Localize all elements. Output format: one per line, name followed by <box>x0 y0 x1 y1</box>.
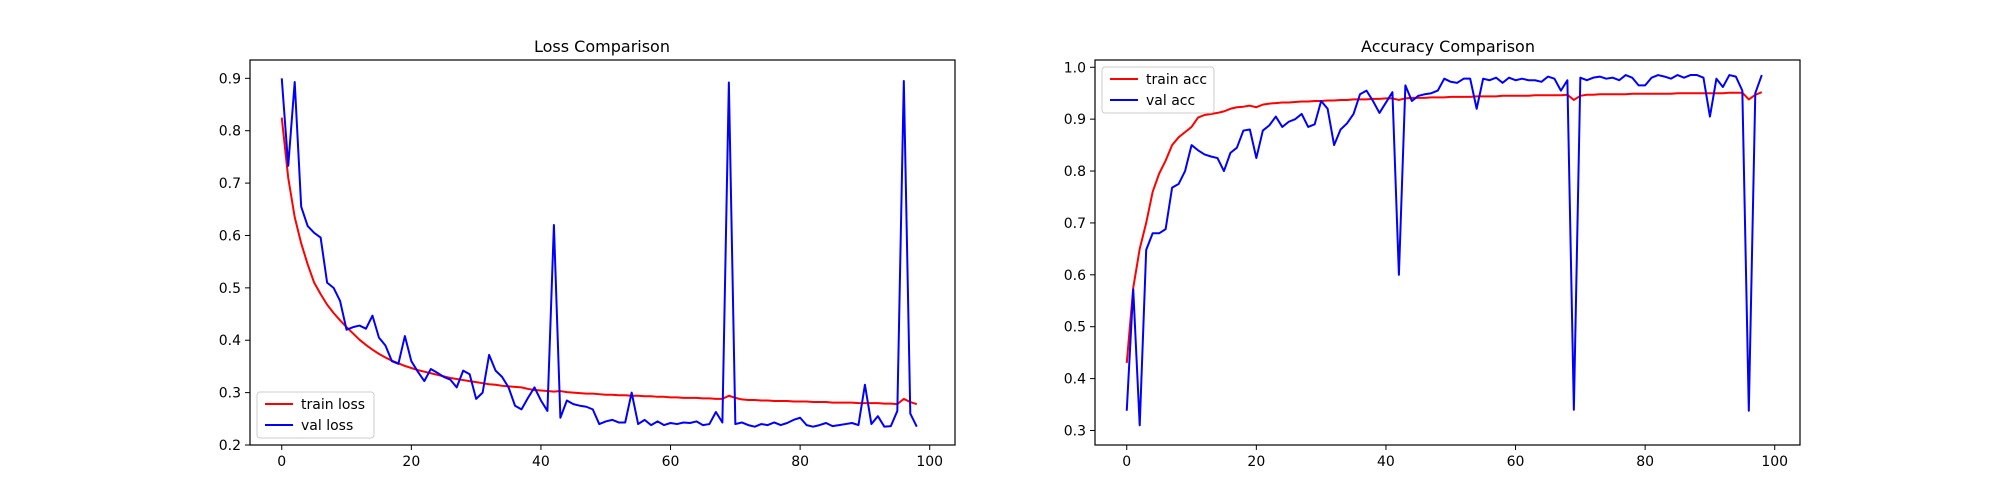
accuracy-x-tick-label: 0 <box>1122 454 1131 470</box>
loss-x-tick-label: 40 <box>532 454 550 470</box>
loss-chart-ticks: 0 20 40 60 80 100 0.2 0.3 0.4 0.5 0.6 0.7 0.8 0.9 <box>219 71 943 470</box>
loss-y-tick-label: 0.8 <box>219 124 241 140</box>
loss-chart-title: Loss Comparison <box>534 37 670 56</box>
loss-series-val-line <box>280 78 918 428</box>
loss-y-tick-label: 0.2 <box>219 438 241 454</box>
loss-x-tick-label: 60 <box>662 454 680 470</box>
accuracy-y-tick-label: 0.5 <box>1064 320 1086 336</box>
loss-y-tick-label: 0.7 <box>219 176 241 192</box>
accuracy-x-tick-label: 20 <box>1247 454 1265 470</box>
loss-chart: Loss Comparison 0 20 40 60 80 100 0.2 0.3 0.4 0.5… <box>219 37 956 470</box>
accuracy-y-tick-label: 0.3 <box>1064 423 1086 439</box>
accuracy-chart-frame <box>1094 59 1801 446</box>
loss-chart-legend: train loss val loss <box>256 391 375 439</box>
accuracy-y-tick-label: 0.7 <box>1064 216 1086 232</box>
accuracy-y-tick-label: 0.6 <box>1064 268 1086 284</box>
loss-y-tick-label: 0.9 <box>219 71 241 87</box>
accuracy-y-tick-label: 1.0 <box>1064 60 1086 76</box>
accuracy-y-tick-label: 0.9 <box>1064 112 1086 128</box>
accuracy-x-tick-label: 80 <box>1636 454 1654 470</box>
loss-x-tick-label: 100 <box>916 454 943 470</box>
accuracy-x-tick-label: 100 <box>1761 454 1788 470</box>
accuracy-series-train-line <box>1125 91 1763 364</box>
loss-chart-frame <box>249 59 956 446</box>
accuracy-y-tick-label: 0.8 <box>1064 164 1086 180</box>
accuracy-x-tick-label: 60 <box>1507 454 1525 470</box>
loss-legend-label-train: train loss <box>301 397 365 413</box>
loss-series-train-line <box>280 117 918 406</box>
accuracy-x-tick-label: 40 <box>1377 454 1395 470</box>
accuracy-legend-label-train: train acc <box>1146 72 1207 88</box>
accuracy-chart: Accuracy Comparison 0 20 40 60 80 100 0.3 0.4 0.… <box>1064 37 1801 470</box>
accuracy-chart-lines <box>1125 74 1763 427</box>
accuracy-series-val-line <box>1125 74 1763 427</box>
loss-y-tick-label: 0.4 <box>219 333 241 349</box>
loss-y-tick-label: 0.5 <box>219 281 241 297</box>
accuracy-legend-label-val: val acc <box>1146 93 1195 109</box>
accuracy-chart-legend: train acc val acc <box>1101 66 1215 114</box>
loss-y-tick-label: 0.3 <box>219 386 241 402</box>
loss-legend-label-val: val loss <box>301 418 353 434</box>
loss-chart-lines <box>280 78 918 428</box>
accuracy-chart-title: Accuracy Comparison <box>1361 37 1535 56</box>
loss-x-tick-label: 0 <box>277 454 286 470</box>
loss-y-tick-label: 0.6 <box>219 228 241 244</box>
loss-x-tick-label: 20 <box>402 454 420 470</box>
loss-x-tick-label: 80 <box>791 454 809 470</box>
accuracy-chart-ticks: 0 20 40 60 80 100 0.3 0.4 0.5 0.6 0.7 0.8 0.9 1.0 <box>1064 60 1788 470</box>
accuracy-y-tick-label: 0.4 <box>1064 372 1086 388</box>
